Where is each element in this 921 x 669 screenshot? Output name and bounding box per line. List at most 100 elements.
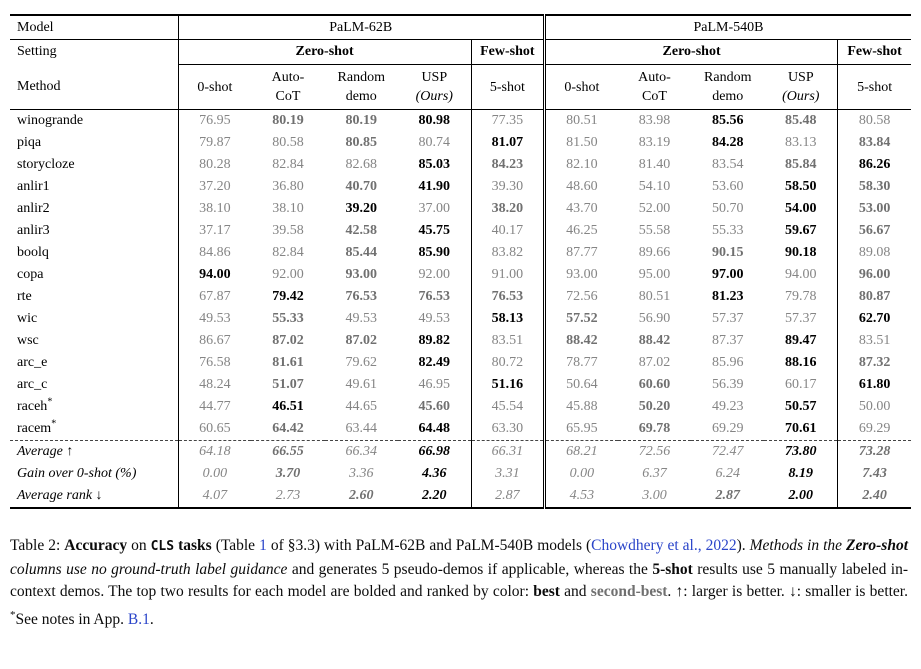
row-label: anlir2 bbox=[10, 198, 179, 220]
value-cell: 87.02 bbox=[345, 333, 377, 348]
value-cell: 49.53 bbox=[418, 311, 451, 326]
table-row: arc_e 76.58 81.61 79.62 82.49 80.72 78.77 87.02… bbox=[10, 352, 912, 374]
value-cell: 80.51 bbox=[566, 113, 598, 128]
value-cell: 83.84 bbox=[837, 132, 912, 154]
value-cell: 76.53 bbox=[345, 289, 377, 304]
value-cell: 64.42 bbox=[272, 421, 304, 436]
value-cell: 73.80 bbox=[764, 440, 838, 463]
value-cell: 45.60 bbox=[418, 399, 451, 414]
value-cell: 85.96 bbox=[711, 355, 744, 370]
row-label: Average ↑ bbox=[10, 440, 179, 463]
value-cell: 49.53 bbox=[345, 311, 377, 326]
header-autocot-540b: Auto- CoT bbox=[617, 64, 692, 110]
value-cell: 96.00 bbox=[837, 264, 912, 286]
value-cell: 77.35 bbox=[470, 109, 547, 132]
value-cell: 80.74 bbox=[418, 135, 451, 150]
table-row: Average rank ↓ 4.07 2.73 2.60 2.20 2.87 4.53 3.… bbox=[10, 485, 912, 508]
value-cell: 45.88 bbox=[566, 399, 598, 414]
value-cell: 52.00 bbox=[638, 201, 671, 216]
setting-header-row: Setting Zero-shot Few-shot Zero-shot Few… bbox=[10, 39, 912, 65]
header-few-shot-540b: Few-shot bbox=[837, 39, 912, 65]
value-cell: 48.24 bbox=[199, 377, 231, 392]
value-cell: 37.17 bbox=[199, 223, 231, 238]
value-cell: 55.33 bbox=[711, 223, 744, 238]
value-cell: 87.37 bbox=[711, 333, 744, 348]
value-cell: 93.00 bbox=[345, 267, 377, 282]
value-cell: 58.30 bbox=[837, 176, 912, 198]
model-header-row: Model PaLM-62B PaLM-540B bbox=[10, 15, 912, 40]
value-cell: 37.00 bbox=[418, 201, 451, 216]
value-cell: 73.28 bbox=[837, 440, 912, 463]
value-cell: 45.54 bbox=[470, 396, 547, 418]
header-method-label: Method bbox=[10, 64, 179, 110]
value-cell: 38.20 bbox=[470, 198, 547, 220]
value-cell: 79.42 bbox=[272, 289, 304, 304]
value-cell: 46.25 bbox=[566, 223, 598, 238]
value-cell: 81.50 bbox=[566, 135, 598, 150]
value-cell: 90.15 bbox=[711, 245, 744, 260]
row-label: piqa bbox=[10, 132, 179, 154]
value-cell: 44.65 bbox=[345, 399, 377, 414]
value-cell: 66.34 bbox=[324, 440, 398, 463]
value-cell: 65.95 bbox=[566, 421, 598, 436]
value-cell: 95.00 bbox=[638, 267, 671, 282]
value-cell: 51.16 bbox=[470, 374, 547, 396]
caption-text: CLS bbox=[150, 539, 175, 554]
row-label: raceh* bbox=[10, 396, 179, 418]
table-row: anlir1 37.20 36.80 40.70 41.90 39.30 48.60 54.1… bbox=[10, 176, 912, 198]
value-cell: 87.77 bbox=[566, 245, 598, 260]
value-cell: 83.98 bbox=[638, 113, 671, 128]
appendix-ref-link[interactable]: B.1 bbox=[127, 610, 150, 628]
row-label: Average rank ↓ bbox=[10, 485, 179, 508]
value-cell: 89.08 bbox=[837, 242, 912, 264]
value-cell: 72.47 bbox=[691, 440, 765, 463]
value-cell: 64.18 bbox=[178, 440, 252, 463]
value-cell: 81.40 bbox=[638, 157, 671, 172]
value-cell: 83.82 bbox=[470, 242, 547, 264]
caption-text: and generates 5 pseudo-demos if applicab… bbox=[287, 560, 653, 578]
table-row: Gain over 0-shot (%) 0.00 3.70 3.36 4.36 3.31… bbox=[10, 463, 912, 485]
caption-text: . bbox=[149, 610, 154, 628]
value-cell: 4.07 bbox=[202, 488, 228, 503]
value-cell: 92.00 bbox=[418, 267, 451, 282]
table-ref-link[interactable]: 1 bbox=[259, 537, 267, 554]
value-cell: 4.53 bbox=[569, 488, 595, 503]
header-line: demo bbox=[712, 89, 744, 104]
value-cell: 90.18 bbox=[785, 245, 817, 260]
value-cell: 79.87 bbox=[199, 135, 231, 150]
value-cell: 46.95 bbox=[418, 377, 451, 392]
header-random-demo-62b: Random demo bbox=[324, 64, 398, 110]
citation-link[interactable]: Chowdhery et al., 2022 bbox=[591, 537, 737, 554]
header-usp-62b: USP (Ours) bbox=[397, 64, 472, 110]
value-cell: 3.36 bbox=[348, 466, 374, 481]
value-cell: 54.10 bbox=[638, 179, 671, 194]
row-label: winogrande bbox=[10, 109, 179, 132]
value-cell: 94.00 bbox=[785, 267, 817, 282]
table-row: boolq 84.86 82.84 85.44 85.90 83.82 87.77 89.66… bbox=[10, 242, 912, 264]
value-cell: 81.23 bbox=[711, 289, 744, 304]
value-cell: 69.29 bbox=[837, 418, 912, 441]
value-cell: 55.33 bbox=[272, 311, 304, 326]
value-cell: 80.72 bbox=[470, 352, 547, 374]
value-cell: 81.61 bbox=[272, 355, 304, 370]
value-cell: 62.70 bbox=[837, 308, 912, 330]
value-cell: 6.24 bbox=[715, 466, 740, 481]
value-cell: 83.51 bbox=[837, 330, 912, 352]
row-label: boolq bbox=[10, 242, 179, 264]
table-row: storycloze 80.28 82.84 82.68 85.03 84.23 82.10… bbox=[10, 154, 912, 176]
value-cell: 93.00 bbox=[566, 267, 598, 282]
value-cell: 4.36 bbox=[422, 466, 447, 481]
caption-text: Zero-shot bbox=[846, 537, 909, 554]
caption-text: Accuracy bbox=[64, 537, 128, 554]
value-cell: 88.42 bbox=[566, 333, 598, 348]
value-cell: 66.55 bbox=[251, 440, 325, 463]
caption-text: second-best bbox=[590, 583, 668, 600]
header-few-shot-62b: Few-shot bbox=[470, 39, 547, 65]
value-cell: 87.32 bbox=[837, 352, 912, 374]
value-cell: 59.67 bbox=[785, 223, 817, 238]
value-cell: 94.00 bbox=[199, 267, 231, 282]
value-cell: 92.00 bbox=[272, 267, 304, 282]
value-cell: 79.62 bbox=[345, 355, 377, 370]
value-cell: 0.00 bbox=[569, 466, 595, 481]
